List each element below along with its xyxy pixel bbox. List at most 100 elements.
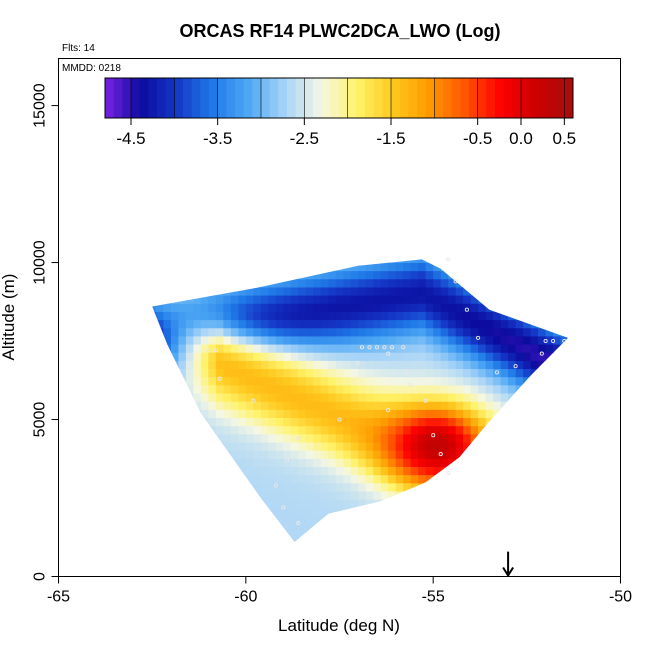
heatmap-cell <box>223 344 232 353</box>
heatmap-cell <box>155 401 164 410</box>
heatmap-cell <box>305 303 314 312</box>
heatmap-cell <box>478 352 487 361</box>
heatmap-cell <box>455 393 464 402</box>
heatmap-cell <box>373 295 382 304</box>
heatmap-cell <box>328 450 337 459</box>
heatmap-cell <box>290 393 299 402</box>
heatmap-cell <box>343 246 351 255</box>
colorbar-segment <box>252 78 262 118</box>
heatmap-cell <box>163 344 172 353</box>
heatmap-cell <box>403 491 412 500</box>
heatmap-cell <box>350 393 359 402</box>
heatmap-cell <box>305 433 314 443</box>
heatmap-cell <box>440 417 449 427</box>
heatmap-cell <box>448 393 457 402</box>
heatmap-cell <box>313 417 322 427</box>
heatmap-cell <box>253 246 261 255</box>
heatmap-cell <box>538 433 546 443</box>
heatmap-cell <box>515 442 524 451</box>
heatmap-cell <box>163 450 172 459</box>
heatmap-cell <box>215 376 224 386</box>
heatmap-cell <box>155 491 164 500</box>
heatmap-cell <box>350 523 359 533</box>
heatmap-cell <box>193 352 202 361</box>
heatmap-cell <box>508 262 516 272</box>
heatmap-cell <box>328 401 337 410</box>
heatmap-cell <box>545 270 554 280</box>
heatmap-cell <box>253 491 262 500</box>
heatmap-cell <box>268 482 277 492</box>
heatmap-cell <box>283 409 292 419</box>
heatmap-cell <box>155 393 164 402</box>
heatmap-cell <box>350 385 359 394</box>
heatmap-cell <box>185 491 194 500</box>
heatmap-cell <box>320 458 329 468</box>
heatmap-cell <box>163 376 172 386</box>
heatmap-cell <box>523 287 531 296</box>
heatmap-cell <box>478 474 487 484</box>
heatmap-cell <box>178 482 187 492</box>
heatmap-cell <box>283 262 292 272</box>
heatmap-cell <box>185 458 194 468</box>
heatmap-cell <box>500 401 509 410</box>
heatmap-cell <box>463 401 472 410</box>
heatmap-cell <box>538 344 546 353</box>
heatmap-cell <box>320 531 329 541</box>
heatmap-cell <box>305 458 314 468</box>
heatmap-cell <box>215 433 224 443</box>
heatmap-cell <box>305 311 314 321</box>
heatmap-cell <box>410 287 419 296</box>
heatmap-cell <box>448 319 457 329</box>
heatmap-cell <box>253 540 262 542</box>
heatmap-cell <box>350 450 359 459</box>
heatmap-cell <box>152 295 157 304</box>
heatmap-cell <box>478 540 487 542</box>
heatmap-cell <box>328 515 337 525</box>
heatmap-cell <box>155 385 164 394</box>
heatmap-cell <box>328 507 337 516</box>
heatmap-cell <box>380 385 389 394</box>
heatmap-cell <box>463 376 472 386</box>
heatmap-cell <box>538 376 546 386</box>
colorbar-segment <box>131 78 141 118</box>
heatmap-cell <box>410 409 419 419</box>
heatmap-cell <box>335 433 344 443</box>
heatmap-cell <box>463 327 472 337</box>
heatmap-cell <box>553 344 561 353</box>
heatmap-cell <box>238 425 247 435</box>
heatmap-cell <box>395 385 404 394</box>
heatmap-cell <box>215 311 224 321</box>
heatmap-cell <box>170 376 179 386</box>
heatmap-cell <box>373 336 382 345</box>
heatmap-cell <box>208 246 216 255</box>
heatmap-cell <box>200 466 209 476</box>
heatmap-cell <box>275 368 284 378</box>
heatmap-cell <box>170 336 179 345</box>
heatmap-cell <box>440 385 449 394</box>
heatmap-cell <box>515 262 524 272</box>
heatmap-cell <box>283 474 292 484</box>
heatmap-cell <box>283 385 292 394</box>
heatmap-cell <box>335 409 344 419</box>
heatmap-cell <box>268 474 277 484</box>
heatmap-cell <box>530 295 539 304</box>
heatmap-cell <box>268 466 277 476</box>
heatmap-cell <box>152 523 157 533</box>
heatmap-cell <box>485 352 494 361</box>
heatmap-cell <box>290 523 299 533</box>
heatmap-cell <box>478 287 487 296</box>
heatmap-cell <box>200 450 209 459</box>
heatmap-cell <box>223 336 232 345</box>
heatmap-cell <box>200 319 209 329</box>
heatmap-cell <box>208 262 217 272</box>
heatmap-cell <box>463 515 472 525</box>
heatmap-cell <box>403 287 412 296</box>
heatmap-cell <box>260 425 269 435</box>
heatmap-cell <box>448 515 457 525</box>
heatmap-cell <box>455 442 464 451</box>
heatmap-cell <box>313 352 322 361</box>
heatmap-cell <box>290 482 299 492</box>
colorbar-segment <box>555 78 565 118</box>
heatmap-cell <box>418 515 427 525</box>
heatmap-cell <box>328 278 337 288</box>
